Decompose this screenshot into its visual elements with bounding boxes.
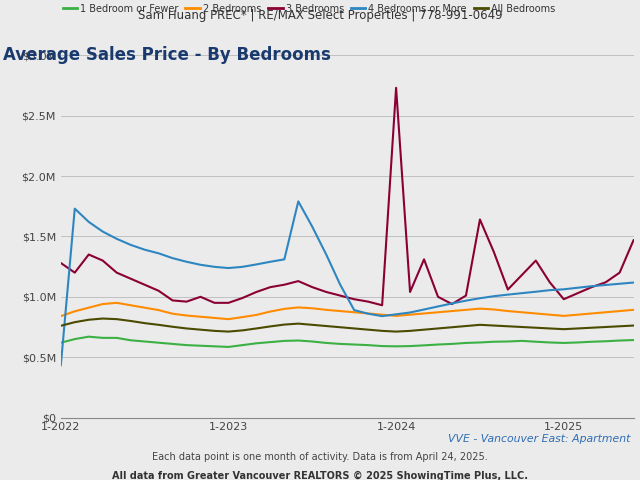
Text: Each data point is one month of activity. Data is from April 24, 2025.: Each data point is one month of activity… bbox=[152, 452, 488, 462]
Text: All data from Greater Vancouver REALTORS © 2025 ShowingTime Plus, LLC.: All data from Greater Vancouver REALTORS… bbox=[112, 471, 528, 480]
Legend: 1 Bedroom or Fewer, 2 Bedrooms, 3 Bedrooms, 4 Bedrooms or More, All Bedrooms: 1 Bedroom or Fewer, 2 Bedrooms, 3 Bedroo… bbox=[63, 4, 556, 14]
Text: Sam Huang PREC* | RE/MAX Select Properties | 778-991-0649: Sam Huang PREC* | RE/MAX Select Properti… bbox=[138, 9, 502, 22]
Text: VVE - Vancouver East: Apartment: VVE - Vancouver East: Apartment bbox=[448, 434, 630, 444]
Text: Average Sales Price - By Bedrooms: Average Sales Price - By Bedrooms bbox=[3, 46, 331, 63]
